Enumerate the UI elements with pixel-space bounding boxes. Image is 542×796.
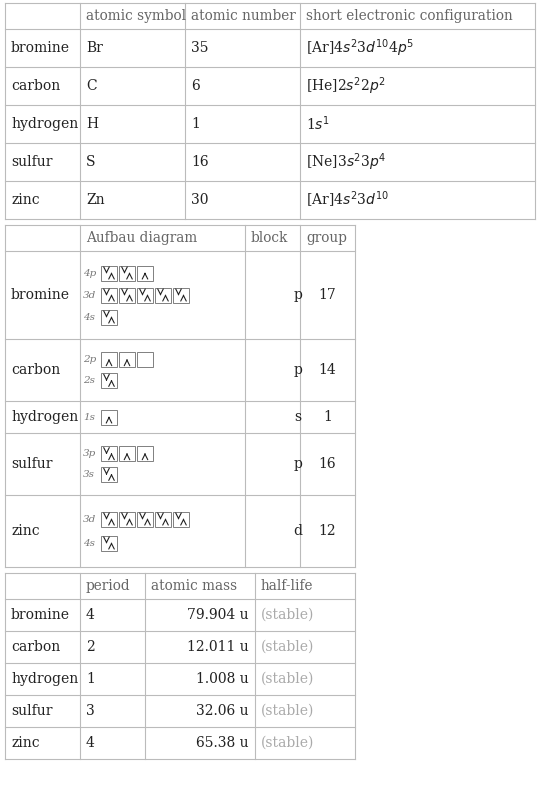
Text: zinc: zinc (11, 193, 40, 207)
Text: p: p (294, 288, 302, 302)
Text: sulfur: sulfur (11, 155, 53, 169)
Text: p: p (294, 457, 302, 471)
Text: short electronic configuration: short electronic configuration (306, 9, 513, 23)
Bar (101, 536, 117, 551)
Text: 35: 35 (191, 41, 209, 55)
Text: 2p: 2p (83, 355, 96, 364)
Text: 4: 4 (86, 736, 95, 750)
Bar (101, 466, 117, 482)
Text: s: s (294, 410, 301, 424)
Bar (101, 266, 117, 280)
Text: 3d: 3d (83, 291, 96, 299)
Text: atomic mass: atomic mass (151, 579, 237, 593)
Bar (101, 512, 117, 526)
Text: 79.904 u: 79.904 u (188, 608, 249, 622)
Bar (137, 447, 153, 461)
Text: sulfur: sulfur (11, 704, 53, 718)
Bar (173, 512, 189, 526)
Text: group: group (306, 231, 347, 245)
Text: carbon: carbon (11, 640, 60, 654)
Bar (137, 266, 153, 280)
Text: half-life: half-life (261, 579, 313, 593)
Text: 4s: 4s (83, 539, 95, 548)
Text: 1.008 u: 1.008 u (196, 672, 249, 686)
Bar (155, 287, 171, 302)
Bar (101, 409, 117, 424)
Text: 65.38 u: 65.38 u (196, 736, 249, 750)
Text: 3d: 3d (83, 514, 96, 524)
Text: 4: 4 (86, 608, 95, 622)
Text: (stable): (stable) (261, 736, 314, 750)
Text: 4s: 4s (83, 313, 95, 322)
Bar (101, 373, 117, 388)
Text: [Ar]4$s^2$3$d^{10}$4$p^5$: [Ar]4$s^2$3$d^{10}$4$p^5$ (306, 37, 414, 59)
Text: S: S (86, 155, 95, 169)
Text: C: C (86, 79, 96, 93)
Text: zinc: zinc (11, 524, 40, 538)
Text: atomic symbol: atomic symbol (86, 9, 186, 23)
Text: 30: 30 (191, 193, 209, 207)
Text: 1: 1 (191, 117, 200, 131)
Text: zinc: zinc (11, 736, 40, 750)
Text: sulfur: sulfur (11, 457, 53, 471)
Bar (101, 447, 117, 461)
Text: 14: 14 (319, 363, 337, 377)
Text: carbon: carbon (11, 363, 60, 377)
Text: d: d (294, 524, 302, 538)
Bar (101, 352, 117, 367)
Bar (119, 352, 135, 367)
Bar (173, 287, 189, 302)
Text: period: period (86, 579, 131, 593)
Text: H: H (86, 117, 98, 131)
Bar (119, 447, 135, 461)
Bar (137, 512, 153, 526)
Text: hydrogen: hydrogen (11, 117, 78, 131)
Text: hydrogen: hydrogen (11, 410, 78, 424)
Text: 1$s^1$: 1$s^1$ (306, 115, 330, 133)
Text: 1: 1 (323, 410, 332, 424)
Text: 6: 6 (191, 79, 200, 93)
Text: 3p: 3p (83, 449, 96, 458)
Text: 16: 16 (191, 155, 209, 169)
Text: atomic number: atomic number (191, 9, 296, 23)
Text: hydrogen: hydrogen (11, 672, 78, 686)
Bar (119, 266, 135, 280)
Text: 32.06 u: 32.06 u (196, 704, 249, 718)
Text: block: block (251, 231, 288, 245)
Text: 16: 16 (319, 457, 337, 471)
Text: p: p (294, 363, 302, 377)
Text: bromine: bromine (11, 608, 70, 622)
Text: Br: Br (86, 41, 103, 55)
Text: 1: 1 (86, 672, 95, 686)
Text: 2: 2 (86, 640, 95, 654)
Text: [Ar]4$s^2$3$d^{10}$: [Ar]4$s^2$3$d^{10}$ (306, 189, 389, 210)
Bar (137, 352, 153, 367)
Bar (119, 512, 135, 526)
Text: 2s: 2s (83, 376, 95, 384)
Text: bromine: bromine (11, 41, 70, 55)
Text: carbon: carbon (11, 79, 60, 93)
Text: (stable): (stable) (261, 640, 314, 654)
Text: [He]2$s^2$2$p^2$: [He]2$s^2$2$p^2$ (306, 75, 386, 97)
Text: 1s: 1s (83, 412, 95, 422)
Bar (101, 310, 117, 325)
Text: Aufbau diagram: Aufbau diagram (86, 231, 197, 245)
Text: (stable): (stable) (261, 704, 314, 718)
Text: Zn: Zn (86, 193, 105, 207)
Text: 12.011 u: 12.011 u (187, 640, 249, 654)
Bar (101, 287, 117, 302)
Text: (stable): (stable) (261, 608, 314, 622)
Text: (stable): (stable) (261, 672, 314, 686)
Text: 12: 12 (319, 524, 337, 538)
Text: bromine: bromine (11, 288, 70, 302)
Bar (119, 287, 135, 302)
Bar (155, 512, 171, 526)
Text: 17: 17 (319, 288, 337, 302)
Text: 3s: 3s (83, 470, 95, 479)
Text: [Ne]3$s^2$3$p^4$: [Ne]3$s^2$3$p^4$ (306, 151, 386, 173)
Bar (137, 287, 153, 302)
Text: 3: 3 (86, 704, 95, 718)
Text: 4p: 4p (83, 268, 96, 278)
